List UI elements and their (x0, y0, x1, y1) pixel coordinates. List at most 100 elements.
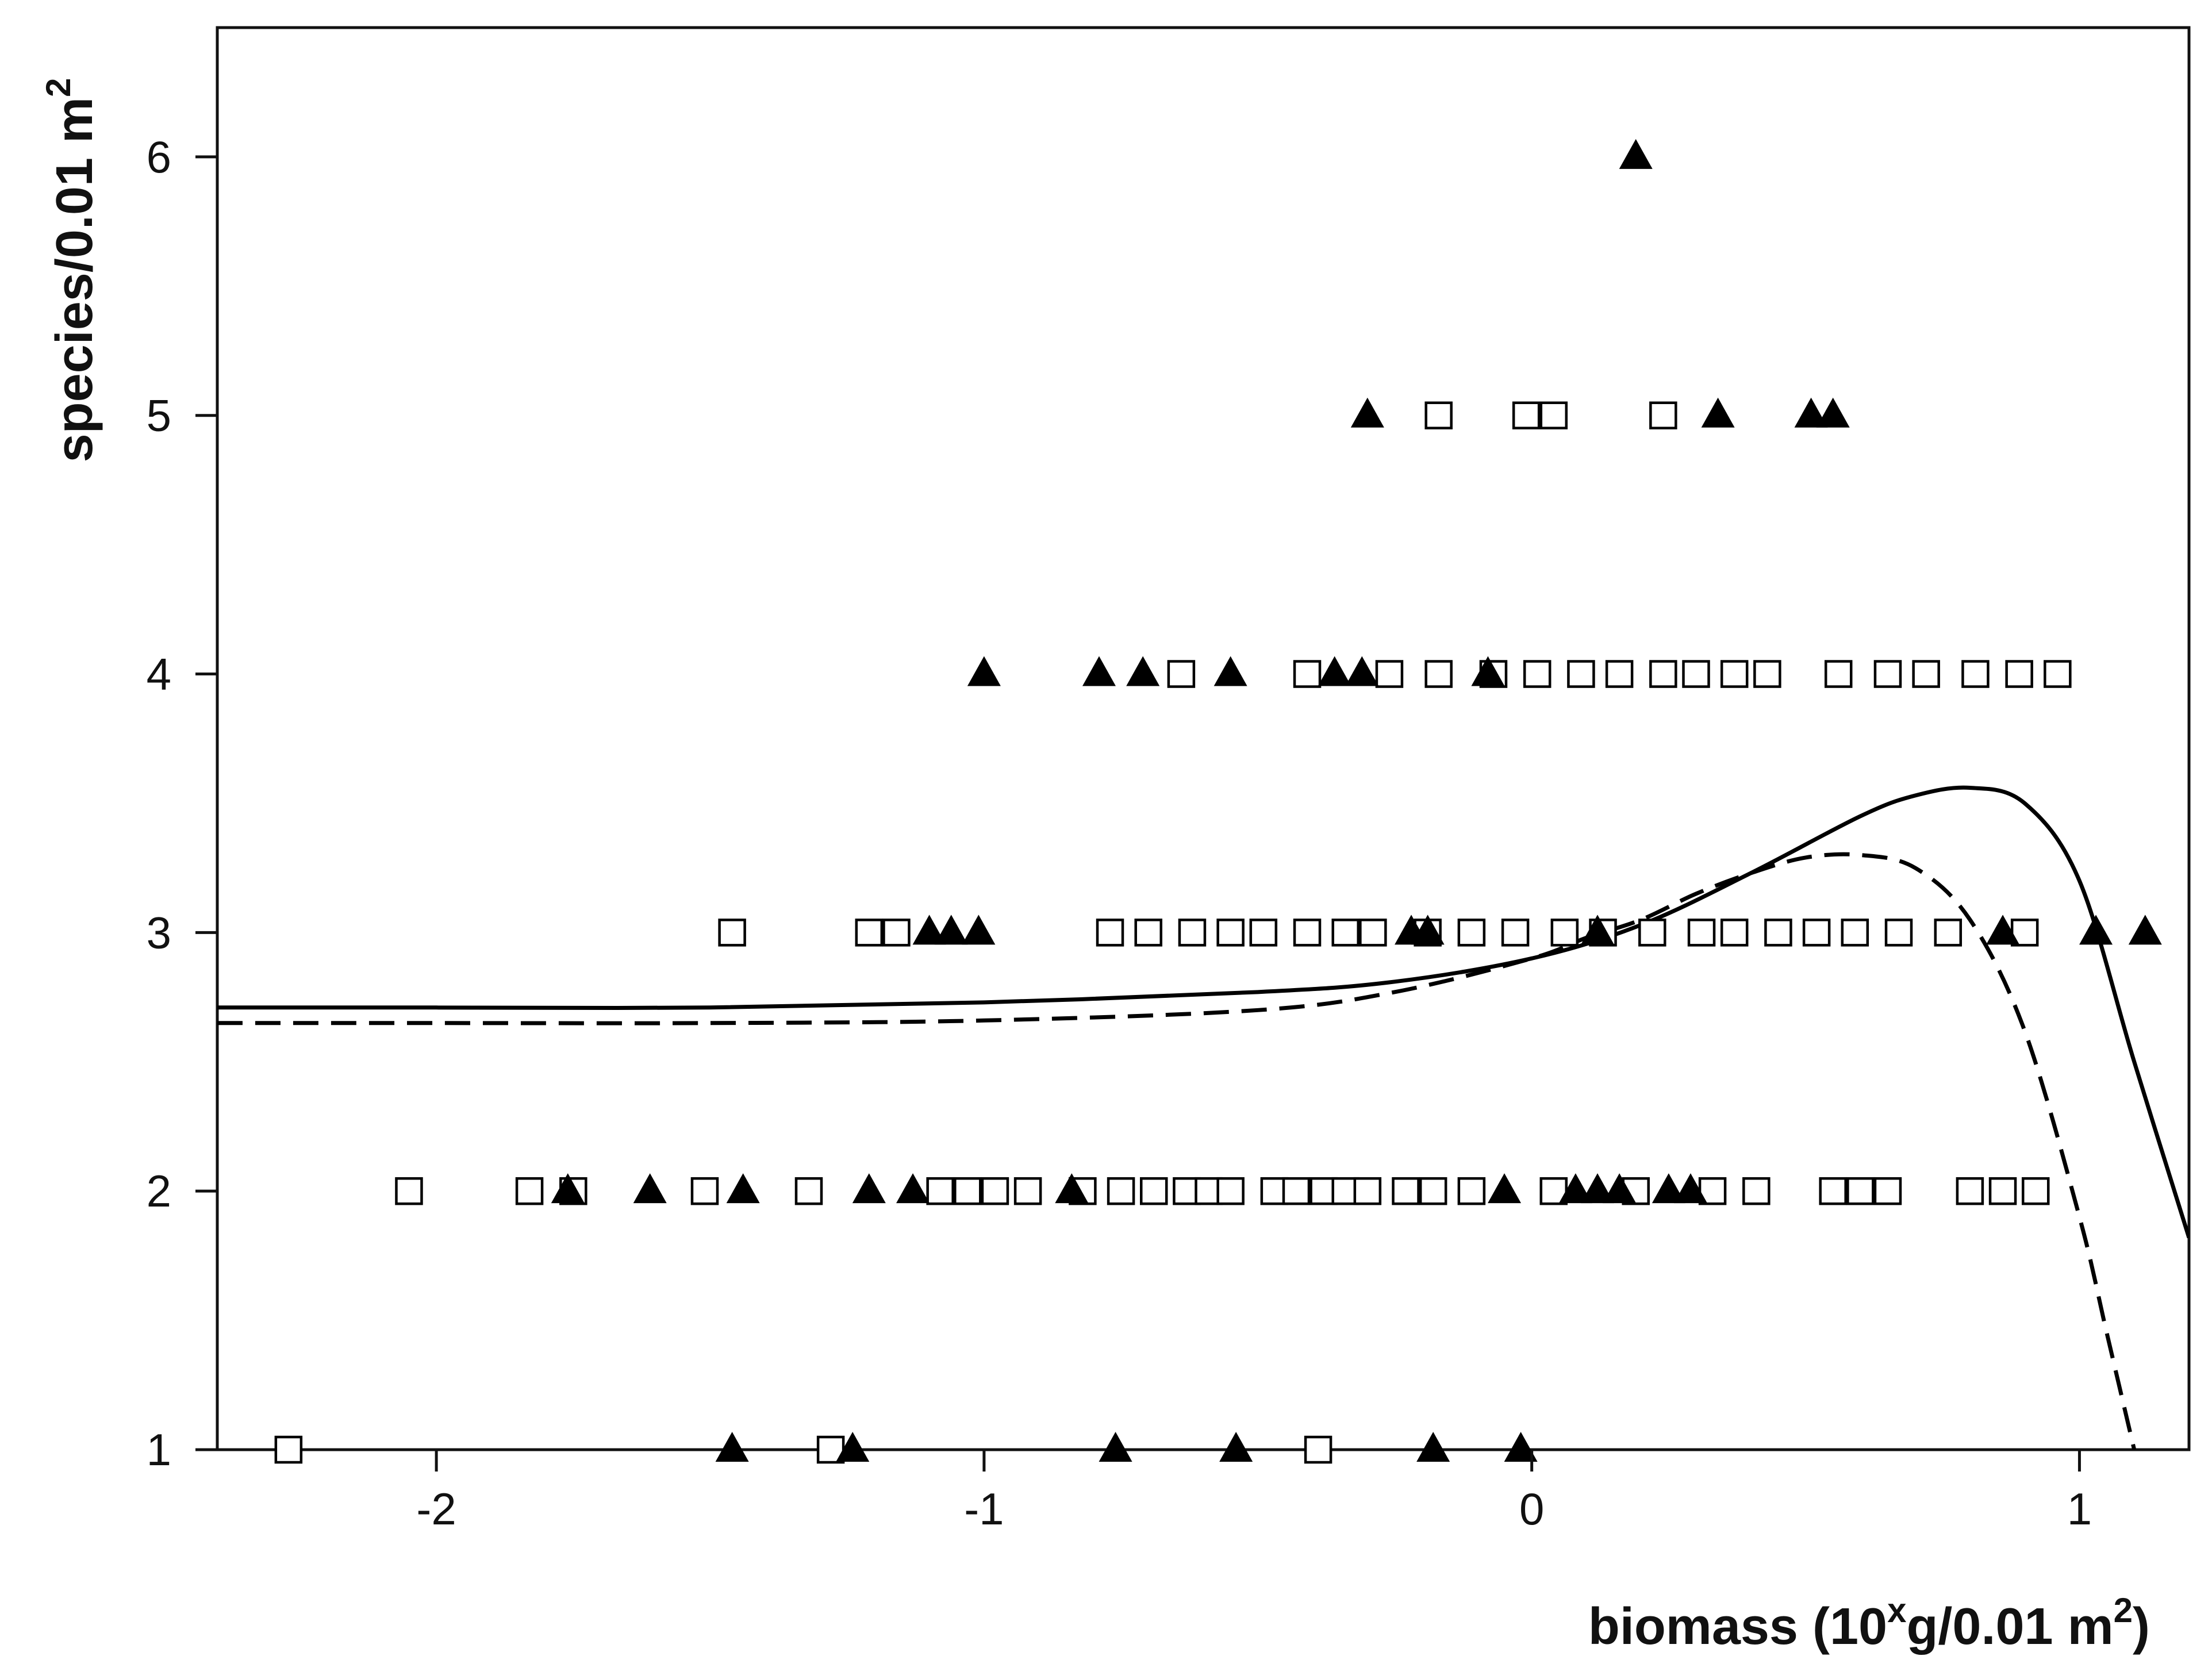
dashed-fit-curve (217, 852, 2137, 1450)
filled-triangle-point (551, 1173, 585, 1204)
y-tick-label: 2 (147, 1166, 171, 1216)
open-square-point (1802, 919, 1831, 947)
open-square-point (855, 919, 884, 947)
open-square-point (1304, 1435, 1332, 1464)
filled-triangle-point (1099, 1432, 1132, 1462)
filled-triangle-point (934, 915, 968, 945)
open-square-point (1824, 660, 1853, 688)
filled-triangle-point (1488, 1173, 1522, 1204)
open-square-point (1419, 1177, 1447, 1205)
filled-triangle-point (1794, 397, 1828, 428)
y-tick-label: 4 (147, 649, 171, 700)
open-square-point (1764, 919, 1792, 947)
data-markers (274, 139, 2162, 1464)
filled-triangle-point (1213, 656, 1247, 686)
open-square-point (1216, 1177, 1245, 1205)
open-square-point (1457, 919, 1486, 947)
open-square-point (1873, 1177, 1902, 1205)
open-square-point (1375, 660, 1404, 688)
open-square-point (1605, 660, 1634, 688)
open-square-point (1282, 1177, 1311, 1205)
open-square-point (981, 1177, 1009, 1205)
open-square-point (1134, 919, 1162, 947)
filled-triangle-point (726, 1173, 760, 1204)
y-tick-label: 5 (147, 390, 171, 441)
y-tick-label: 3 (147, 907, 171, 958)
open-square-point (1550, 919, 1579, 947)
open-square-point (1567, 660, 1595, 688)
filled-triangle-point (1673, 1173, 1707, 1204)
open-square-point (1988, 1177, 2017, 1205)
y-tick-label: 6 (147, 132, 171, 182)
open-square-point (274, 1435, 303, 1464)
x-axis-title: biomass (10xg/0.01 m2) (1588, 1591, 2150, 1655)
filled-triangle-point (715, 1432, 749, 1462)
filled-triangle-point (912, 915, 946, 945)
open-square-point (1512, 401, 1541, 429)
filled-triangle-point (2128, 915, 2162, 945)
open-square-point (1249, 919, 1278, 947)
open-square-point (882, 919, 911, 947)
open-square-point (1753, 660, 1781, 688)
filled-triangle-point (1581, 1173, 1614, 1204)
open-square-point (515, 1177, 544, 1205)
open-square-point (954, 1177, 982, 1205)
open-square-point (1424, 401, 1453, 429)
open-square-point (1178, 919, 1207, 947)
open-square-point (1649, 660, 1677, 688)
axis-ticks: -2 -1 0 1 1 2 3 4 5 6 (147, 132, 2092, 1534)
filled-triangle-point (1350, 397, 1384, 428)
open-square-point (1523, 660, 1552, 688)
open-square-point (690, 1177, 719, 1205)
x-tick-label: -2 (416, 1484, 456, 1534)
filled-triangle-point (1345, 656, 1379, 686)
filled-triangle-point (1701, 397, 1735, 428)
open-square-point (794, 1177, 823, 1205)
open-square-point (1961, 660, 1990, 688)
open-square-point (1013, 1177, 1042, 1205)
open-square-point (1720, 919, 1749, 947)
filled-triangle-point (1581, 915, 1614, 945)
open-square-point (1216, 919, 1245, 947)
open-square-point (1501, 919, 1530, 947)
filled-triangle-point (1603, 1173, 1637, 1204)
filled-triangle-point (1471, 656, 1505, 686)
open-square-point (1359, 919, 1387, 947)
filled-triangle-point (2079, 915, 2113, 945)
filled-triangle-point (1558, 1173, 1592, 1204)
open-square-point (1687, 919, 1716, 947)
filled-triangle-point (1082, 656, 1116, 686)
open-square-point (1293, 660, 1322, 688)
open-square-point (1682, 660, 1710, 688)
open-square-point (926, 1177, 954, 1205)
x-tick-label: 0 (1519, 1484, 1544, 1534)
open-square-point (1107, 1177, 1135, 1205)
open-square-point (1638, 919, 1666, 947)
filled-triangle-point (1504, 1432, 1538, 1462)
open-square-point (1457, 1177, 1486, 1205)
filled-triangle-point (1318, 656, 1351, 686)
open-square-point (1649, 401, 1677, 429)
plot-area (216, 26, 2191, 1451)
fit-curves (217, 785, 2189, 1450)
open-square-point (1392, 1177, 1420, 1205)
open-square-point (1293, 919, 1322, 947)
open-square-point (1539, 401, 1568, 429)
open-square-point (1140, 1177, 1168, 1205)
open-square-point (1934, 919, 1963, 947)
open-square-point (2005, 660, 2033, 688)
open-square-point (1167, 660, 1196, 688)
open-square-point (1912, 660, 1940, 688)
filled-triangle-point (633, 1173, 667, 1204)
filled-triangle-point (1126, 656, 1160, 686)
x-tick-label: -1 (964, 1484, 1004, 1534)
filled-triangle-point (1652, 1173, 1685, 1204)
solid-fit-curve (217, 785, 2189, 1239)
open-square-point (1846, 1177, 1875, 1205)
open-square-point (1096, 919, 1124, 947)
open-square-point (1720, 660, 1749, 688)
filled-triangle-point (1986, 915, 2020, 945)
filled-triangle-point (1219, 1432, 1253, 1462)
